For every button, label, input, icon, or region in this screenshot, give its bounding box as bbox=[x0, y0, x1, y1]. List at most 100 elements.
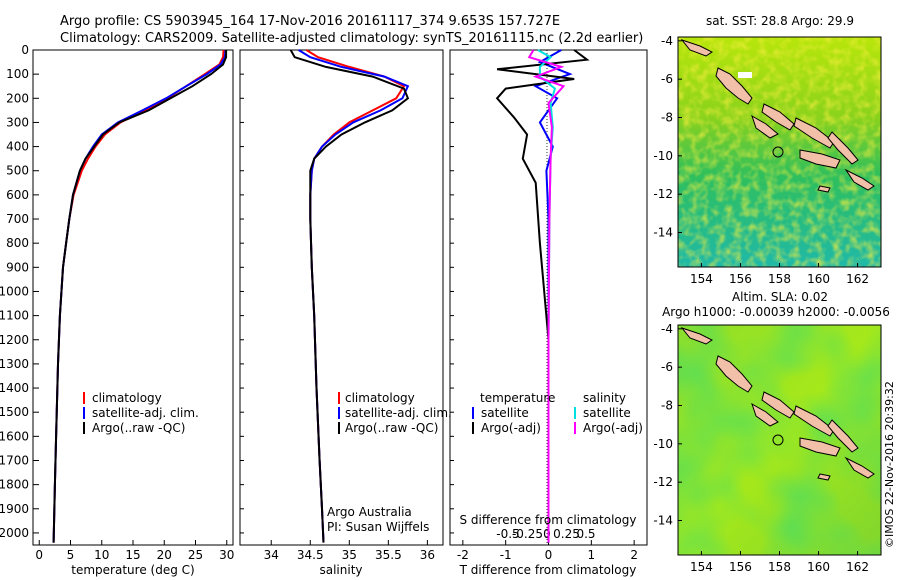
legend-label-climatology: climatology bbox=[92, 391, 162, 405]
sst-map-lon-axis: 154 156 158 160 162 bbox=[690, 263, 869, 286]
salinity-xlabel: salinity bbox=[319, 563, 362, 577]
imos-timestamp: ©IMOS 22-Nov-2016 20:39:32 bbox=[883, 381, 896, 548]
credit-text: Argo Australia bbox=[327, 505, 412, 519]
lon-tick-label: 160 bbox=[807, 272, 830, 286]
depth-tick-label: 1500 bbox=[0, 405, 29, 419]
depth-tick-label: 1000 bbox=[0, 284, 29, 298]
island-bougainville bbox=[715, 67, 753, 105]
legend-title-salinity: salinity bbox=[583, 391, 626, 405]
lon-tick-label: 158 bbox=[768, 560, 791, 574]
t-difference-xlabel: T difference from climatology bbox=[459, 563, 637, 577]
lat-tick-label: -14 bbox=[653, 226, 673, 240]
islands bbox=[680, 38, 875, 193]
depth-axis: 0 100 200 300 400 500 600 700 800 900 1000 1100 1200… bbox=[0, 43, 454, 540]
depth-tick-label: 1600 bbox=[0, 429, 29, 443]
lon-tick-label: 154 bbox=[690, 560, 713, 574]
legend-label-satellite-adj: satellite-adj. clim. bbox=[92, 406, 199, 420]
island-choiseul bbox=[761, 391, 795, 419]
lat-tick-label: -4 bbox=[661, 322, 673, 336]
island-new-georgia bbox=[751, 114, 779, 139]
island-makira bbox=[844, 456, 875, 479]
sst-map-title: sat. SST: 28.8 Argo: 29.9 bbox=[706, 14, 854, 28]
legend-title-temperature: temperature bbox=[480, 391, 555, 405]
difference-panel: -2 -1 0 1 2 -0.5-0.25 0 0.250.5 T difference f… bbox=[449, 49, 648, 577]
legend-label-sal-satellite: satellite bbox=[583, 406, 631, 420]
series-climatology bbox=[305, 49, 406, 543]
depth-tick-label: 1400 bbox=[0, 381, 29, 395]
sst-map-lat-axis: -4 -6 -8 -10 -12 -14 bbox=[653, 34, 682, 240]
salinity-series bbox=[289, 49, 410, 543]
s-difference-axis: -0.5-0.25 0 0.250.5 bbox=[496, 527, 595, 541]
salinity-tick-label: 35.5 bbox=[375, 548, 402, 562]
depth-tick-label: 0 bbox=[21, 43, 29, 57]
depth-tick-label: 600 bbox=[6, 188, 29, 202]
depth-tick-label: 1200 bbox=[0, 333, 29, 347]
depth-tick-label: 900 bbox=[6, 260, 29, 274]
depth-tick-label: 2000 bbox=[0, 526, 29, 540]
depth-tick-label: 1300 bbox=[0, 357, 29, 371]
legend-label-argo: Argo(..raw -QC) bbox=[345, 421, 438, 435]
temperature-tick-label: 25 bbox=[188, 548, 203, 562]
t-difference-tick-label: -1 bbox=[500, 548, 512, 562]
sst-missing-patch bbox=[738, 72, 752, 78]
t-difference-x-axis: -2 -1 0 1 2 bbox=[457, 540, 638, 562]
island-malaita bbox=[827, 419, 859, 453]
lat-tick-label: -8 bbox=[661, 111, 673, 125]
figure-title-line1: Argo profile: CS 5903945_164 17-Nov-2016… bbox=[60, 14, 560, 29]
pi-text: PI: Susan Wijffels bbox=[327, 520, 429, 534]
salinity-tick-label: 36 bbox=[420, 548, 435, 562]
argo-position-marker bbox=[772, 146, 784, 158]
legend-label-satellite-adj: satellite-adj. clim. bbox=[345, 406, 452, 420]
sla-map-subtitle: Argo h1000: -0.00039 h2000: -0.0056 bbox=[662, 305, 890, 319]
salinity-legend: climatology satellite-adj. clim. Argo(..… bbox=[338, 391, 452, 435]
temperature-series bbox=[52, 49, 228, 543]
s-difference-tick-label: 0.25 bbox=[553, 527, 580, 541]
series-argo-raw-qc- bbox=[52, 50, 228, 543]
sla-map-title: Altim. SLA: 0.02 bbox=[732, 290, 828, 304]
salinity-panel: 34 34.5 35 35.5 36 salinity climatology sate… bbox=[239, 49, 452, 577]
lat-tick-label: -6 bbox=[661, 360, 673, 374]
t-difference-tick-label: -2 bbox=[457, 548, 469, 562]
salinity-tick-label: 35 bbox=[342, 548, 357, 562]
salinity-x-axis: 34 34.5 35 35.5 36 bbox=[264, 540, 435, 562]
sla-map-panel: Altim. SLA: 0.02 Argo h1000: -0.00039 h2… bbox=[653, 290, 890, 574]
lat-tick-label: -10 bbox=[653, 437, 673, 451]
temperature-tick-label: 0 bbox=[35, 548, 43, 562]
temperature-x-axis: 0 5 10 15 20 25 30 bbox=[35, 540, 234, 562]
island-choiseul bbox=[761, 103, 795, 131]
depth-tick-label: 100 bbox=[6, 67, 29, 81]
island-guadalcanal bbox=[799, 437, 841, 457]
lon-tick-label: 154 bbox=[690, 272, 713, 286]
depth-tick-label: 700 bbox=[6, 212, 29, 226]
lon-tick-label: 162 bbox=[846, 560, 869, 574]
figure-title-line2: Climatology: CARS2009. Satellite-adjuste… bbox=[60, 31, 643, 46]
lat-tick-label: -4 bbox=[661, 34, 673, 48]
lon-tick-label: 156 bbox=[729, 272, 752, 286]
salinity-tick-label: 34.5 bbox=[297, 548, 324, 562]
temperature-axes-frame bbox=[32, 49, 234, 546]
s-difference-tick-label: -0.5 bbox=[496, 527, 519, 541]
island-bougainville bbox=[715, 355, 753, 393]
series-climatology bbox=[52, 49, 225, 543]
lat-tick-label: -14 bbox=[653, 514, 673, 528]
lat-tick-label: -12 bbox=[653, 475, 673, 489]
lat-tick-label: -10 bbox=[653, 149, 673, 163]
lon-tick-label: 162 bbox=[846, 272, 869, 286]
islands bbox=[680, 326, 875, 481]
depth-tick-label: 800 bbox=[6, 236, 29, 250]
legend-label-argo: Argo(..raw -QC) bbox=[92, 421, 185, 435]
lon-tick-label: 160 bbox=[807, 560, 830, 574]
legend-label-temp-satellite: satellite bbox=[481, 406, 529, 420]
depth-tick-label: 1700 bbox=[0, 453, 29, 467]
series-satellite-adj-clim- bbox=[52, 49, 227, 543]
temperature-tick-label: 15 bbox=[125, 548, 140, 562]
temperature-tick-label: 20 bbox=[157, 548, 172, 562]
series-temperature-argo-adj- bbox=[495, 49, 590, 543]
temperature-xlabel: temperature (deg C) bbox=[71, 563, 194, 577]
series-satellite-adj-clim- bbox=[298, 49, 410, 543]
argo-position-marker bbox=[772, 434, 784, 446]
lat-tick-label: -6 bbox=[661, 72, 673, 86]
depth-tick-label: 1100 bbox=[0, 309, 29, 323]
sla-map-lon-axis: 154 156 158 160 162 bbox=[690, 551, 869, 574]
